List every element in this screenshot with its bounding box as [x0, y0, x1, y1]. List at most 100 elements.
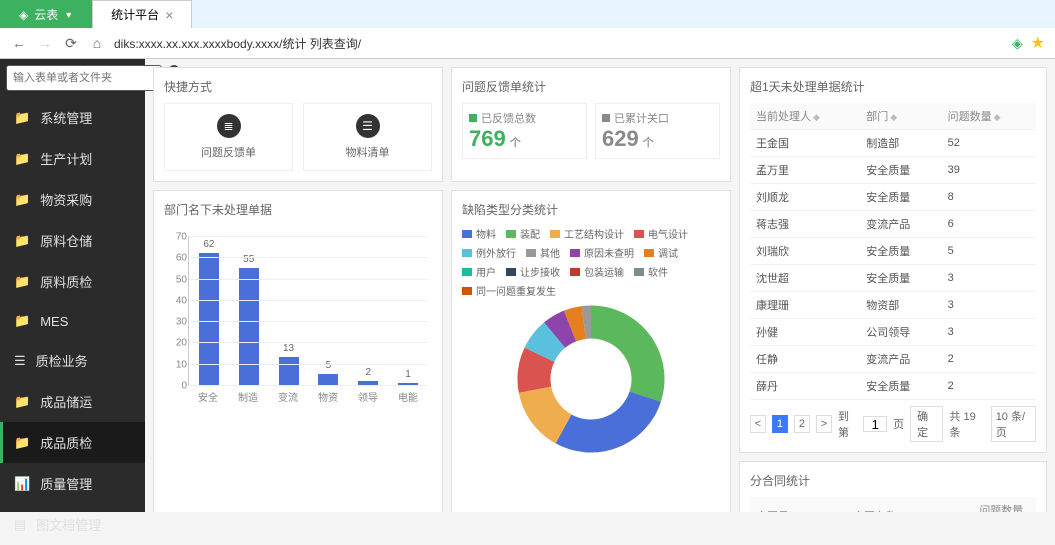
- donut-slice[interactable]: [535, 390, 564, 429]
- sidebar-item[interactable]: 📁原料仓储: [0, 220, 145, 261]
- table-row[interactable]: 孙健公司领导3: [750, 319, 1036, 346]
- table-header[interactable]: 合同号◆: [750, 497, 847, 512]
- pager-page-2[interactable]: 2: [794, 415, 810, 433]
- table-cell: 变流产品: [860, 211, 941, 238]
- quick-action[interactable]: ≣问题反馈单: [164, 103, 293, 171]
- table-header[interactable]: 部门◆: [860, 103, 941, 130]
- pager-next[interactable]: >: [816, 415, 832, 433]
- bar[interactable]: 55: [239, 268, 259, 385]
- legend-item[interactable]: 其他: [526, 245, 560, 260]
- table-row[interactable]: 康理珊物资部3: [750, 292, 1036, 319]
- table-header[interactable]: 问题数量◆: [942, 103, 1036, 130]
- tab-dropdown-icon[interactable]: ▼: [64, 10, 73, 20]
- table-row[interactable]: 任静变流产品2: [750, 346, 1036, 373]
- legend-item[interactable]: 让步接收: [506, 264, 560, 279]
- card-feedback-stats: 问题反馈单统计 已反馈总数769个已累计关口629个: [451, 67, 731, 182]
- sidebar-item-label: 系统管理: [40, 108, 92, 127]
- sidebar-item-label: 生产计划: [40, 149, 92, 168]
- card-quick-actions: 快捷方式 ≣问题反馈单☰物料清单: [153, 67, 443, 182]
- legend-item[interactable]: 包装运输: [570, 264, 624, 279]
- forward-icon[interactable]: →: [36, 34, 54, 52]
- legend-item[interactable]: 同一问题重复发生: [462, 283, 556, 298]
- legend-item[interactable]: 用户: [462, 264, 496, 279]
- pager-confirm[interactable]: 确定: [910, 406, 943, 442]
- donut-slice[interactable]: [534, 355, 539, 390]
- legend-item[interactable]: 电气设计: [634, 226, 688, 241]
- green-diamond-icon: ◈: [19, 8, 28, 22]
- quick-action[interactable]: ☰物料清单: [303, 103, 432, 171]
- stat-label: 已反馈总数: [469, 110, 580, 126]
- donut-slice[interactable]: [591, 322, 648, 397]
- sidebar-item[interactable]: ▤ 图文档管理: [0, 504, 145, 545]
- table-cell: 5: [942, 238, 1036, 265]
- table-row[interactable]: 薛丹安全质量2: [750, 373, 1036, 400]
- table-cell: 薛丹: [750, 373, 860, 400]
- sidebar-item[interactable]: 📁成品储运: [0, 381, 145, 422]
- legend-item[interactable]: 软件: [634, 264, 668, 279]
- table-row[interactable]: 王金国制造部52: [750, 130, 1036, 157]
- table-row[interactable]: 蒋志强变流产品6: [750, 211, 1036, 238]
- table-cell: 安全质量: [860, 265, 941, 292]
- card-pie-chart: 缺陷类型分类统计 物料装配工艺结构设计电气设计例外放行其他原因未查明调试用户让步…: [451, 190, 731, 512]
- table-row[interactable]: 刘瑞欣安全质量5: [750, 238, 1036, 265]
- legend-item[interactable]: 例外放行: [462, 245, 516, 260]
- sidebar-item[interactable]: 📁生产计划: [0, 138, 145, 179]
- doc-icon: ▤: [14, 517, 26, 533]
- legend-item[interactable]: 调试: [644, 245, 678, 260]
- pager-per-page[interactable]: 10 条/页: [991, 406, 1036, 442]
- stat-box: 已累计关口629个: [595, 103, 720, 159]
- table-header[interactable]: 当前处理人◆: [750, 103, 860, 130]
- table-cell: 沈世超: [750, 265, 860, 292]
- sidebar-item[interactable]: 📊质量管理: [0, 463, 145, 504]
- table-cell: 2: [942, 373, 1036, 400]
- favorite-icon[interactable]: ★: [1031, 33, 1045, 53]
- home-icon[interactable]: ⌂: [88, 34, 106, 52]
- sidebar-item[interactable]: 📁 成品质检: [0, 422, 145, 463]
- table-header[interactable]: 合同名称◆: [847, 497, 973, 512]
- bar[interactable]: 5: [318, 374, 338, 385]
- donut-slice[interactable]: [564, 397, 646, 436]
- close-icon[interactable]: ×: [165, 7, 173, 23]
- url-text[interactable]: diks:xxxx.xx.xxx.xxxxbody.xxxx/统计 列表查询/: [114, 35, 1004, 52]
- legend-item[interactable]: 工艺结构设计: [550, 226, 624, 241]
- back-icon[interactable]: ←: [10, 34, 28, 52]
- sidebar-item[interactable]: 📁原料质检: [0, 261, 145, 302]
- sidebar-item[interactable]: 📁系统管理: [0, 97, 145, 138]
- sidebar-item-label: 图文档管理: [36, 515, 101, 534]
- pager-page-1[interactable]: 1: [772, 415, 788, 433]
- donut-slice[interactable]: [539, 335, 554, 355]
- donut-slice[interactable]: [570, 322, 584, 326]
- pager-goto-input[interactable]: [863, 416, 887, 432]
- search-input[interactable]: [6, 65, 162, 91]
- table-row[interactable]: 刘顺龙安全质量8: [750, 184, 1036, 211]
- legend-item[interactable]: 装配: [506, 226, 540, 241]
- extension-icon[interactable]: ◈: [1012, 35, 1023, 52]
- card-title: 快捷方式: [164, 78, 432, 95]
- sidebar-item[interactable]: ☰质检业务: [0, 340, 145, 381]
- table-cell: 39: [942, 157, 1036, 184]
- sidebar-item[interactable]: 📁物资采购: [0, 179, 145, 220]
- table-cell: 孙健: [750, 319, 860, 346]
- browser-tab-2[interactable]: 统计平台 ×: [92, 0, 192, 28]
- donut-slice[interactable]: [555, 326, 570, 335]
- sidebar-item-label: 成品质检: [40, 433, 92, 452]
- quick-icon: ≣: [217, 114, 241, 138]
- reload-icon[interactable]: ⟳: [62, 34, 80, 52]
- table-cell: 蒋志强: [750, 211, 860, 238]
- legend-item[interactable]: 原因未查明: [570, 245, 634, 260]
- table-cell: 公司领导: [860, 319, 941, 346]
- table-row[interactable]: 沈世超安全质量3: [750, 265, 1036, 292]
- legend-item[interactable]: 物料: [462, 226, 496, 241]
- sidebar-item-label: 物资采购: [40, 190, 92, 209]
- bar-xlabel: 变流: [278, 389, 298, 404]
- table-row[interactable]: 孟万里安全质量39: [750, 157, 1036, 184]
- bar[interactable]: 13: [279, 357, 299, 385]
- table-header[interactable]: 问题数量◆: [973, 497, 1036, 512]
- table-cell: 物资部: [860, 292, 941, 319]
- folder-icon: 📁: [14, 435, 30, 451]
- bar[interactable]: 62: [199, 253, 219, 385]
- pager-prev[interactable]: <: [750, 415, 766, 433]
- browser-tab-1[interactable]: ◈ 云表 ▼: [0, 0, 92, 28]
- sidebar-item[interactable]: 📁MES: [0, 302, 145, 340]
- card-title: 超1天未处理单据统计: [750, 78, 1036, 95]
